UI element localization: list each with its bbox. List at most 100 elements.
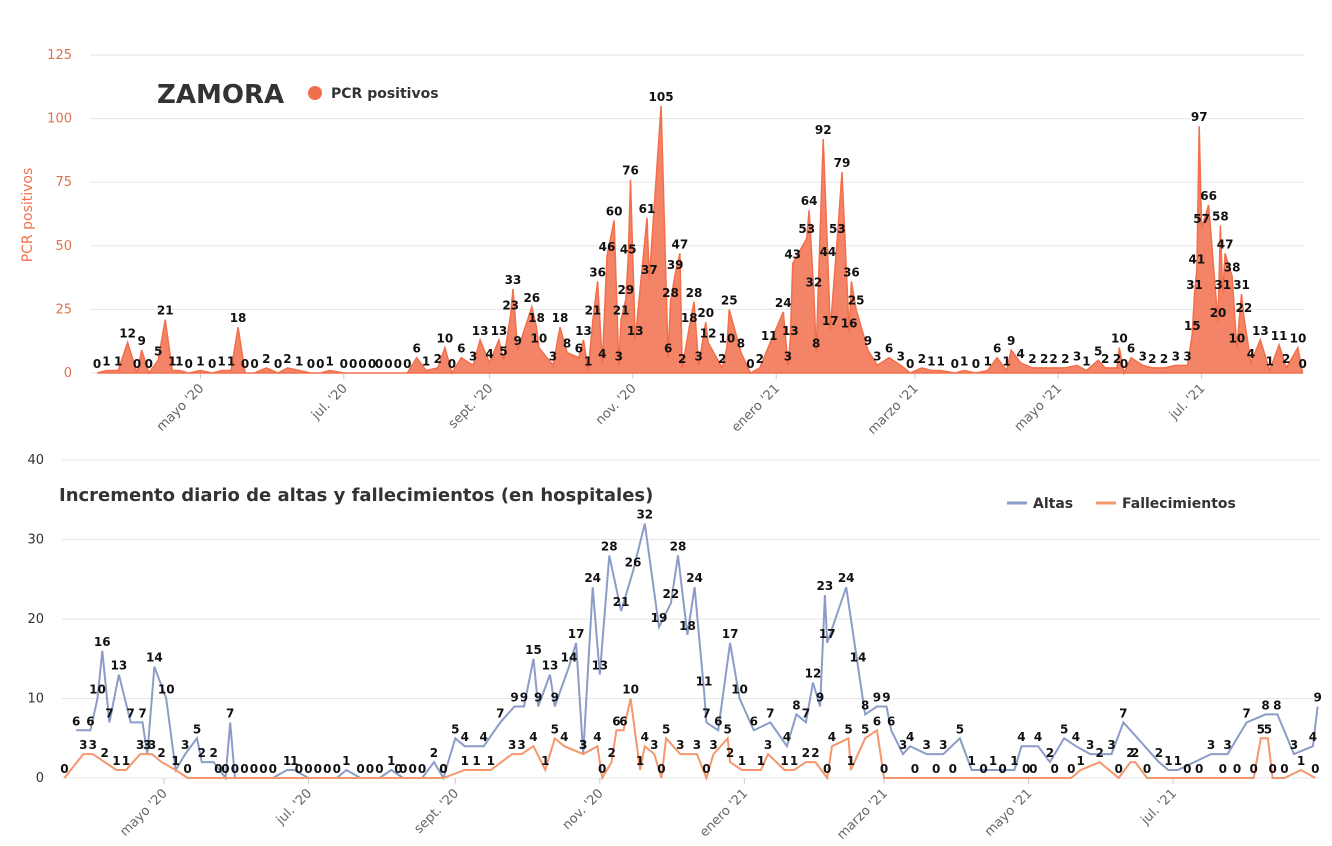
data-label: 60 (606, 204, 623, 218)
data-label: 6 (86, 714, 94, 728)
data-label: 3 (873, 349, 881, 363)
data-label: 2 (1155, 746, 1163, 760)
data-label: 0 (307, 357, 315, 371)
data-label: 1 (790, 754, 798, 768)
data-label: 13 (575, 324, 592, 338)
data-label: 0 (231, 762, 239, 776)
x-tick-label: nov. '20 (593, 381, 640, 428)
data-label: 5 (499, 344, 507, 358)
data-label: 0 (250, 357, 258, 371)
data-label: 0 (274, 357, 282, 371)
data-label: 0 (1114, 762, 1122, 776)
data-label: 1 (112, 754, 120, 768)
data-label: 10 (89, 683, 106, 697)
data-label: 8 (861, 698, 869, 712)
y-tick-label: 10 (27, 692, 44, 707)
data-label: 13 (542, 659, 559, 673)
data-label: 0 (949, 762, 957, 776)
data-label: 10 (1290, 332, 1307, 346)
data-label: 2 (430, 746, 438, 760)
data-label: 7 (1242, 706, 1250, 720)
data-label: 8 (1261, 698, 1269, 712)
data-label: 36 (589, 265, 606, 279)
data-label: 0 (972, 357, 980, 371)
data-label: 13 (627, 324, 644, 338)
data-label: 26 (625, 555, 642, 569)
x-tick-label: marzo '21 (834, 786, 891, 843)
data-label: 21 (157, 304, 174, 318)
x-tick-label: mayo '21 (1012, 381, 1065, 434)
data-label: 1 (217, 354, 225, 368)
data-label: 21 (613, 595, 630, 609)
data-label: 2 (1101, 352, 1109, 366)
data-label: 0 (333, 762, 341, 776)
data-label: 44 (820, 245, 837, 259)
legend-label[interactable]: PCR positivos (331, 86, 439, 102)
data-label: 4 (1309, 730, 1317, 744)
data-label: 9 (1007, 334, 1015, 348)
data-label: 38 (1224, 260, 1241, 274)
data-label: 5 (1264, 722, 1272, 736)
data-label: 3 (693, 738, 701, 752)
data-label: 1 (175, 354, 183, 368)
data-label: 0 (356, 762, 364, 776)
data-label: 26 (523, 291, 540, 305)
data-label: 0 (259, 762, 267, 776)
data-label: 79 (834, 156, 851, 170)
data-label: 20 (1210, 306, 1227, 320)
data-label: 2 (1131, 746, 1139, 760)
legend-label[interactable]: Fallecimientos (1122, 496, 1236, 512)
data-label: 46 (599, 240, 616, 254)
data-label: 2 (811, 746, 819, 760)
data-label: 28 (601, 539, 618, 553)
data-label: 5 (844, 722, 852, 736)
data-label: 9 (514, 334, 522, 348)
data-label: 31 (1214, 278, 1231, 292)
data-label: 3 (1073, 349, 1081, 363)
data-label: 3 (181, 738, 189, 752)
y-tick-label: 100 (47, 112, 72, 127)
data-label: 3 (709, 738, 717, 752)
data-label: 1 (1077, 754, 1085, 768)
data-label: 3 (1107, 738, 1115, 752)
data-label: 0 (316, 357, 324, 371)
data-label: 9 (551, 690, 559, 704)
data-label: 24 (838, 571, 855, 585)
data-label: 0 (185, 357, 193, 371)
data-label: 10 (719, 332, 736, 346)
data-label: 0 (183, 762, 191, 776)
data-label: 0 (214, 762, 222, 776)
data-label: 4 (1016, 347, 1024, 361)
data-label: 3 (1207, 738, 1215, 752)
data-label: 0 (394, 357, 402, 371)
data-label: 18 (528, 311, 545, 325)
data-label: 1 (968, 754, 976, 768)
data-label: 1 (1082, 354, 1090, 368)
data-label: 2 (1148, 352, 1156, 366)
data-label: 7 (702, 706, 710, 720)
data-label: 24 (775, 296, 792, 310)
data-label: 0 (932, 762, 940, 776)
data-label: 25 (848, 293, 865, 307)
y-tick-label: 125 (47, 48, 72, 63)
data-label: 11 (696, 675, 713, 689)
data-label: 1 (114, 354, 122, 368)
data-label: 1 (326, 354, 334, 368)
data-label: 0 (375, 762, 383, 776)
data-label: 5 (1060, 722, 1068, 736)
legend-label[interactable]: Altas (1033, 496, 1073, 512)
data-label: 1 (541, 754, 549, 768)
data-label: 22 (663, 587, 680, 601)
data-label: 3 (79, 738, 87, 752)
data-label: 5 (451, 722, 459, 736)
data-label: 10 (531, 332, 548, 346)
data-label: 58 (1212, 209, 1229, 223)
x-tick-label: mayo '21 (982, 786, 1035, 839)
data-label: 2 (283, 352, 291, 366)
data-label: 1 (387, 754, 395, 768)
data-label: 0 (746, 357, 754, 371)
data-label: 7 (105, 706, 113, 720)
data-label: 15 (1184, 319, 1201, 333)
x-tick-label: mayo '20 (154, 381, 207, 434)
data-label: 1 (636, 754, 644, 768)
